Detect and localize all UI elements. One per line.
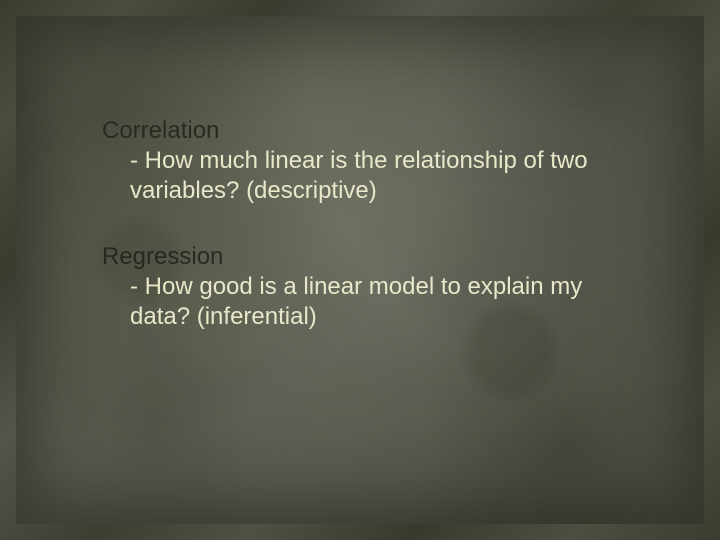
heading-correlation: Correlation [102, 116, 634, 146]
slide-content: Correlation - How much linear is the rel… [102, 116, 634, 368]
slide: Correlation - How much linear is the rel… [0, 0, 720, 540]
detail-regression: - How good is a linear model to explain … [130, 272, 630, 332]
block-regression: Regression - How good is a linear model … [102, 242, 634, 332]
detail-correlation: - How much linear is the relationship of… [130, 146, 630, 206]
block-correlation: Correlation - How much linear is the rel… [102, 116, 634, 206]
heading-regression: Regression [102, 242, 634, 272]
